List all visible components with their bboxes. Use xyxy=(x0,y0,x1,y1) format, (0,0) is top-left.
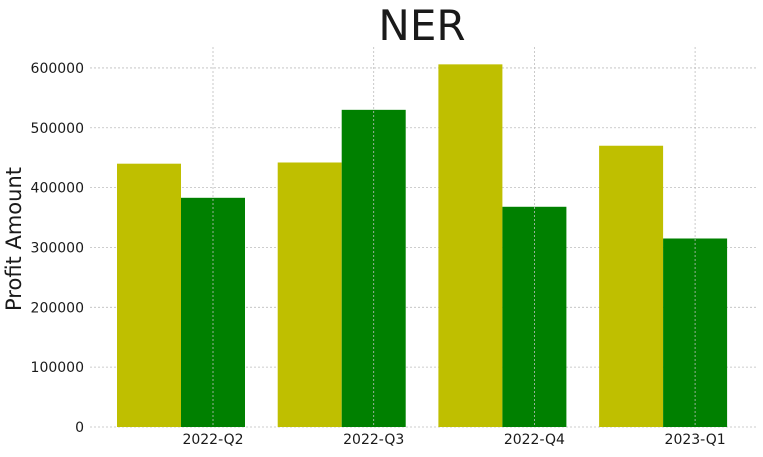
x-gridlines xyxy=(212,47,696,427)
y-gridlines xyxy=(90,67,757,428)
y-tick-label: 500000 xyxy=(31,121,84,137)
y-tick-label: 0 xyxy=(75,420,84,436)
x-tick-label: 2022-Q3 xyxy=(343,432,404,448)
y-tick-label: 600000 xyxy=(31,61,84,77)
y-tick-label: 300000 xyxy=(31,240,84,256)
y-tick-label: 200000 xyxy=(31,300,84,316)
y-axis-label: Profit Amount xyxy=(2,167,26,311)
x-tick-label: 2022-Q4 xyxy=(504,432,565,448)
y-tick-labels: 0 100000 200000 300000 400000 500000 600000 xyxy=(31,61,84,436)
bar-series-1-2022-Q2 xyxy=(117,163,181,427)
bar-series-1-2022-Q4 xyxy=(438,64,503,427)
x-tick-label: 2022-Q2 xyxy=(182,432,243,448)
y-tick-label: 400000 xyxy=(31,181,84,197)
x-tick-label: 2023-Q1 xyxy=(665,432,726,448)
x-tick-labels: 2022-Q2 2022-Q3 2022-Q4 2023-Q1 xyxy=(182,432,725,448)
chart-title: NER xyxy=(378,1,465,50)
y-tick-label: 100000 xyxy=(31,360,84,376)
bars xyxy=(117,64,728,427)
bar-series-1-2023-Q1 xyxy=(599,145,664,427)
bar-series-1-2022-Q3 xyxy=(277,162,342,427)
